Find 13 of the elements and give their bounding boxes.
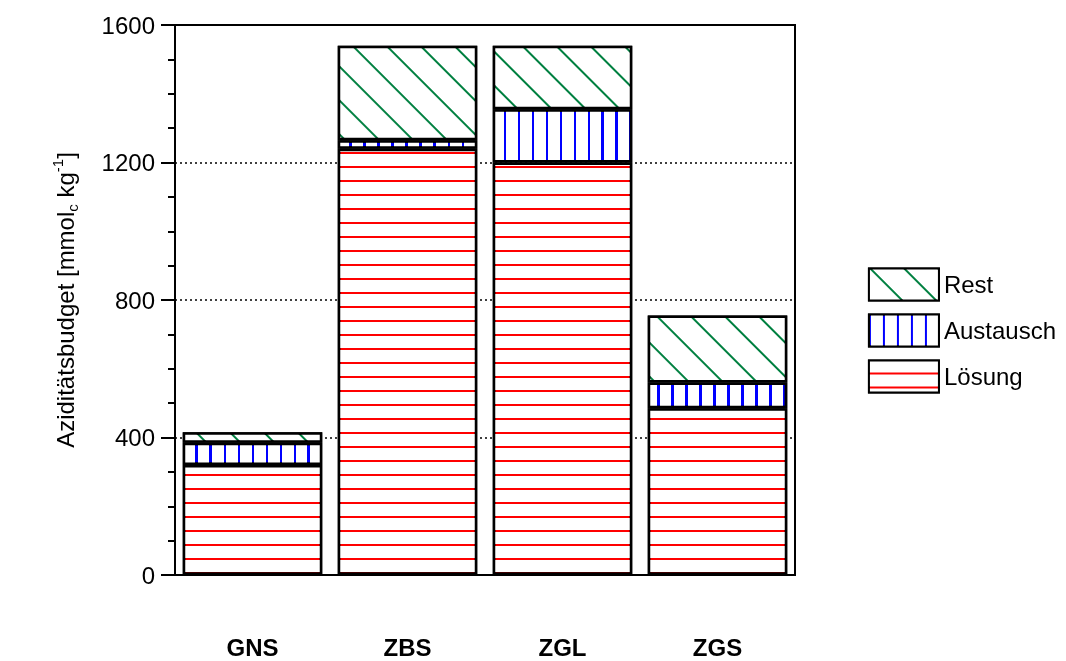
y-tick-label: 1600	[101, 11, 155, 39]
legend-label: Rest	[943, 271, 994, 298]
legend-label: Austausch	[943, 317, 1057, 344]
x-tick-label: GNS	[226, 633, 279, 661]
y-tick-label: 0	[141, 561, 155, 589]
legend-label: Lösung	[943, 363, 1023, 390]
x-tick-label: ZGL	[538, 633, 587, 661]
y-axis-title: Aziditätsbudget [mmolc kg-1]	[49, 152, 81, 448]
y-tick-label: 1200	[101, 149, 155, 176]
y-tick-label: 800	[114, 286, 155, 314]
y-tick-label: 400	[114, 424, 155, 451]
x-tick-label: ZGS	[692, 633, 743, 661]
x-tick-label: ZBS	[383, 633, 432, 661]
